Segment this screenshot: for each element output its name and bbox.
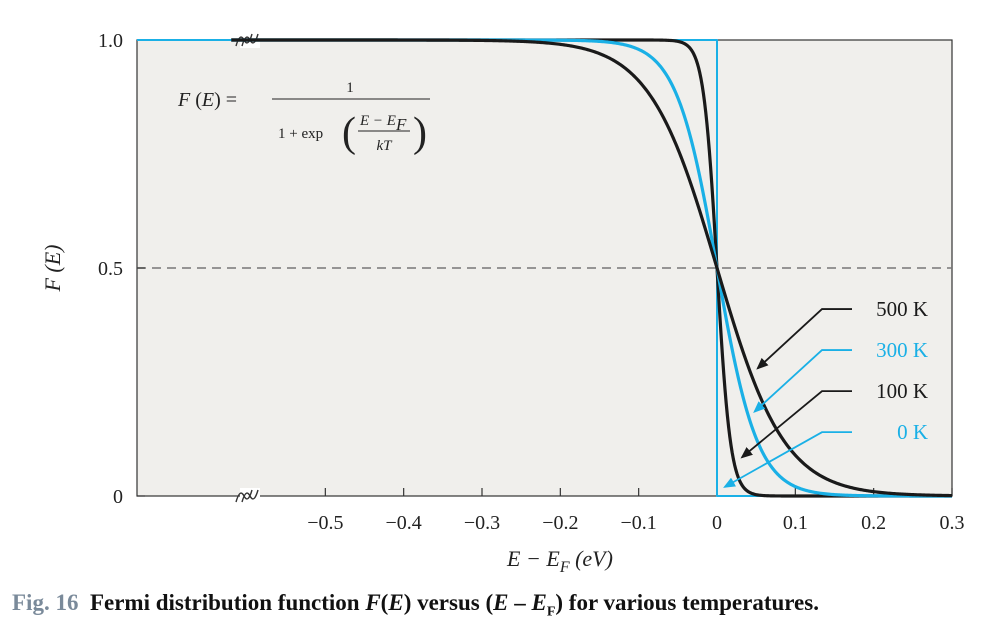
x-axis-ticks: −0.5 −0.4 −0.3 −0.2 −0.1 0 0.1 0.2 0.3 (307, 488, 965, 534)
caption-text: Fermi distribution function F(E) versus … (89, 590, 819, 620)
arrow-300k (753, 349, 852, 413)
y-axis-ticks: 0 0.5 1.0 (98, 30, 145, 508)
label-100k: 100 K (876, 379, 928, 403)
series-curves (137, 38, 953, 498)
arrow-500k (756, 308, 852, 370)
label-300k: 300 K (876, 338, 928, 362)
x-tick-label: 0 (712, 512, 722, 534)
label-500k: 500 K (876, 297, 928, 321)
curve-500k (230, 38, 953, 498)
y-axis-title: F (E) (40, 244, 65, 292)
figure-caption: Fig. 16 Fermi distribution function F(E)… (12, 590, 987, 624)
x-tick-label: −0.5 (307, 512, 343, 534)
y-tick-label: 0 (113, 486, 123, 508)
svg-text:1 + exp: 1 + exp (278, 126, 323, 142)
svg-text:(: ( (342, 110, 356, 156)
svg-text:E − EF: E − EF (359, 113, 407, 134)
label-0k: 0 K (897, 420, 928, 444)
x-tick-label: −0.4 (386, 512, 422, 534)
x-tick-label: 0.2 (861, 512, 886, 534)
series-labels: 500 K 300 K 100 K 0 K (723, 297, 928, 488)
svg-text:1: 1 (346, 80, 354, 96)
x-tick-label: 0.1 (783, 512, 808, 534)
axis-break-bottom (235, 488, 260, 504)
y-tick-label: 0.5 (98, 258, 123, 280)
fermi-formula: F (E) = 1 1 + exp ( ) E − EF kT (177, 80, 430, 156)
x-tick-label: −0.3 (464, 512, 500, 534)
svg-text:F (E) =: F (E) = (177, 89, 237, 111)
arrow-100k (740, 390, 852, 459)
figure-number: Fig. 16 (12, 590, 79, 615)
x-axis-title: E − EF (eV) (506, 546, 613, 576)
x-tick-label: −0.1 (621, 512, 657, 534)
x-tick-label: 0.3 (940, 512, 965, 534)
svg-text:kT: kT (377, 138, 394, 154)
svg-text:): ) (413, 110, 427, 156)
x-tick-label: −0.2 (542, 512, 578, 534)
arrow-0k (723, 431, 852, 488)
y-tick-label: 1.0 (98, 30, 123, 52)
